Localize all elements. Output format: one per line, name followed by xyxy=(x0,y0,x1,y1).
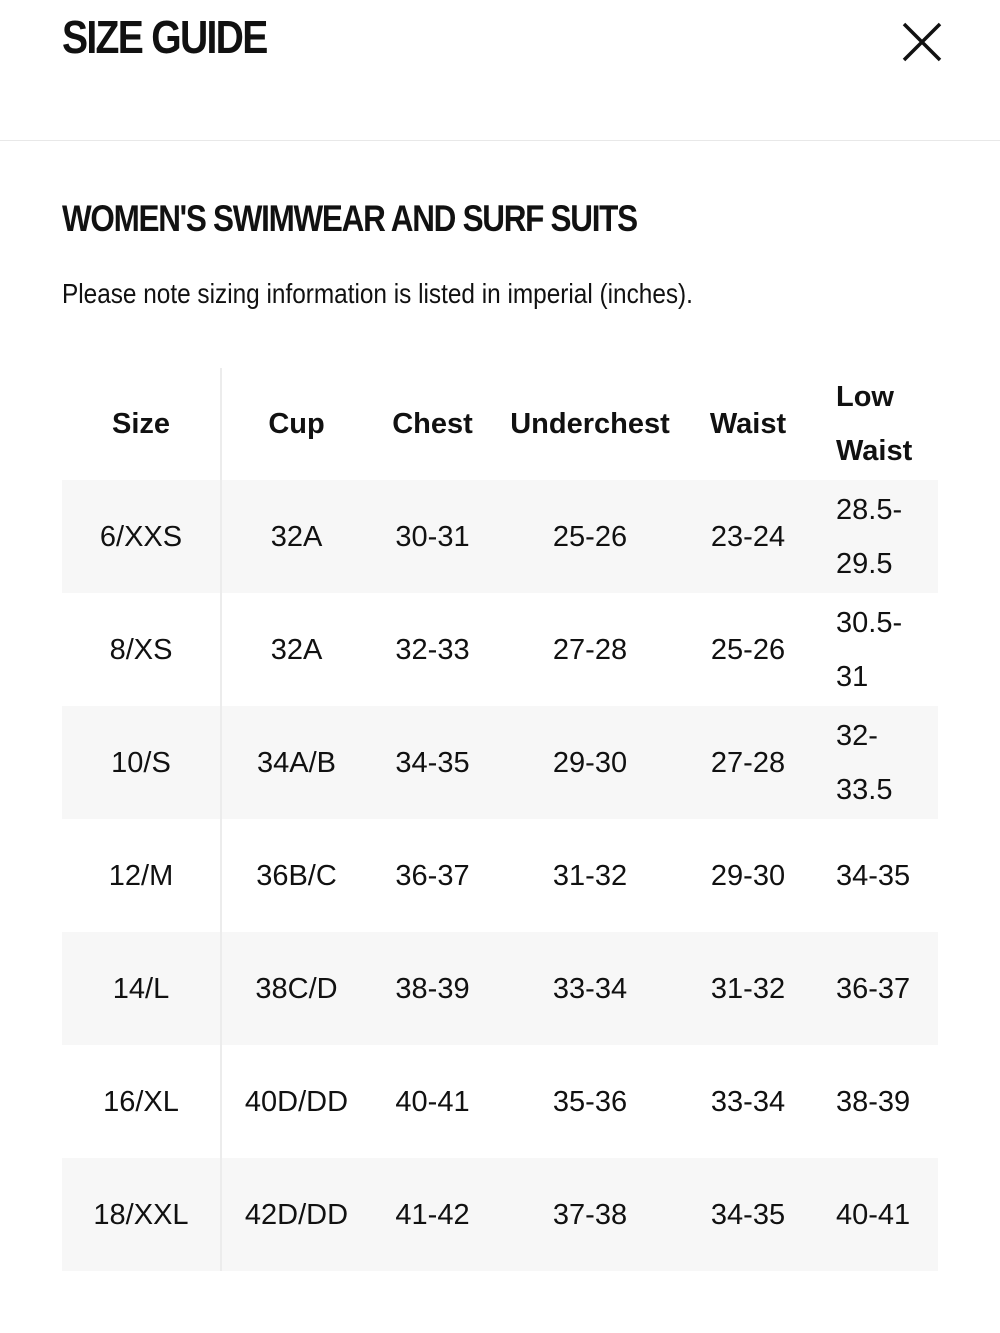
table-cell: 40-41 xyxy=(395,1085,470,1118)
table-cell: 30-31 xyxy=(395,520,470,553)
table-cell: 29-30 xyxy=(552,746,628,779)
section-note: Please note sizing information is listed… xyxy=(62,278,693,309)
table-row: 6/XXS 32A 30-31 25-26 23-24 28.5-29.5 xyxy=(62,480,938,593)
table-cell: 35-36 xyxy=(552,1085,628,1118)
table-cell: 16/XL xyxy=(62,1045,222,1158)
table-cell: 8/XS xyxy=(62,593,222,706)
table-cell: 29-30 xyxy=(710,859,786,892)
table-header: Size Cup Chest Underchest Waist Low Waist xyxy=(62,368,938,480)
header-title: SIZE GUIDE xyxy=(62,11,268,63)
table-cell: 33-34 xyxy=(552,972,628,1005)
table-cell: 25-26 xyxy=(552,520,628,553)
table-cell: 18/XXL xyxy=(62,1158,222,1271)
table-cell: 23-24 xyxy=(710,520,786,553)
table-cell: 30.5-31 xyxy=(836,606,903,693)
column-header: Underchest xyxy=(510,408,670,440)
section-title: WOMEN'S SWIMWEAR AND SURF SUITS xyxy=(62,198,638,239)
column-header: Size xyxy=(62,368,222,480)
table-row: 10/S 34A/B 34-35 29-30 27-28 32-33.5 xyxy=(62,706,938,819)
table-cell: 25-26 xyxy=(710,633,786,666)
table-row: 16/XL 40D/DD 40-41 35-36 33-34 38-39 xyxy=(62,1045,938,1158)
table-cell: 34-35 xyxy=(710,1198,786,1231)
table-body: 6/XXS 32A 30-31 25-26 23-24 28.5-29.5 8/XS 32A 3… xyxy=(62,480,938,1271)
table-row: 8/XS 32A 32-33 27-28 25-26 30.5-31 xyxy=(62,593,938,706)
table-cell: 34-35 xyxy=(836,859,911,892)
table-cell: 28.5-29.5 xyxy=(836,493,903,580)
table-cell: 10/S xyxy=(62,706,222,819)
table-cell: 31-32 xyxy=(552,859,628,892)
column-header: Waist xyxy=(709,408,787,440)
table-cell: 32A xyxy=(270,520,323,553)
table-cell: 27-28 xyxy=(552,633,628,666)
table-cell: 36-37 xyxy=(836,972,911,1005)
table-cell: 31-32 xyxy=(710,972,786,1005)
table-cell: 34A/B xyxy=(257,746,336,779)
column-header: Cup xyxy=(268,408,325,440)
table-cell: 32-33.5 xyxy=(836,719,893,806)
table-row: 14/L 38C/D 38-39 33-34 31-32 36-37 xyxy=(62,932,938,1045)
table-cell: 38C/D xyxy=(255,972,338,1005)
header: SIZE GUIDE xyxy=(0,0,1000,141)
table-cell: 40D/DD xyxy=(244,1085,349,1118)
table-cell: 27-28 xyxy=(710,746,786,779)
table-cell: 12/M xyxy=(62,819,222,932)
table-cell: 38-39 xyxy=(395,972,470,1005)
column-header: Low Waist xyxy=(836,381,913,467)
table-row: 12/M 36B/C 36-37 31-32 29-30 34-35 xyxy=(62,819,938,932)
table-cell: 14/L xyxy=(62,932,222,1045)
table-cell: 42D/DD xyxy=(244,1198,349,1231)
column-header: Chest xyxy=(392,408,473,440)
table-cell: 32A xyxy=(270,633,323,666)
table-cell: 40-41 xyxy=(836,1198,911,1231)
table-cell: 41-42 xyxy=(395,1198,470,1231)
close-button[interactable] xyxy=(900,20,944,64)
table-cell: 36B/C xyxy=(256,859,337,892)
table-cell: 6/XXS xyxy=(62,480,222,593)
header-row: Size Cup Chest Underchest Waist Low Waist xyxy=(62,368,938,480)
table-cell: 38-39 xyxy=(836,1085,911,1118)
table-cell: 37-38 xyxy=(552,1198,628,1231)
table-cell: 33-34 xyxy=(710,1085,786,1118)
size-table: Size Cup Chest Underchest Waist Low Waist 6/X… xyxy=(62,368,938,1271)
table-cell: 34-35 xyxy=(395,746,470,779)
table-cell: 32-33 xyxy=(395,633,470,666)
table-row: 18/XXL 42D/DD 41-42 37-38 34-35 40-41 xyxy=(62,1158,938,1271)
table-cell: 36-37 xyxy=(395,859,470,892)
